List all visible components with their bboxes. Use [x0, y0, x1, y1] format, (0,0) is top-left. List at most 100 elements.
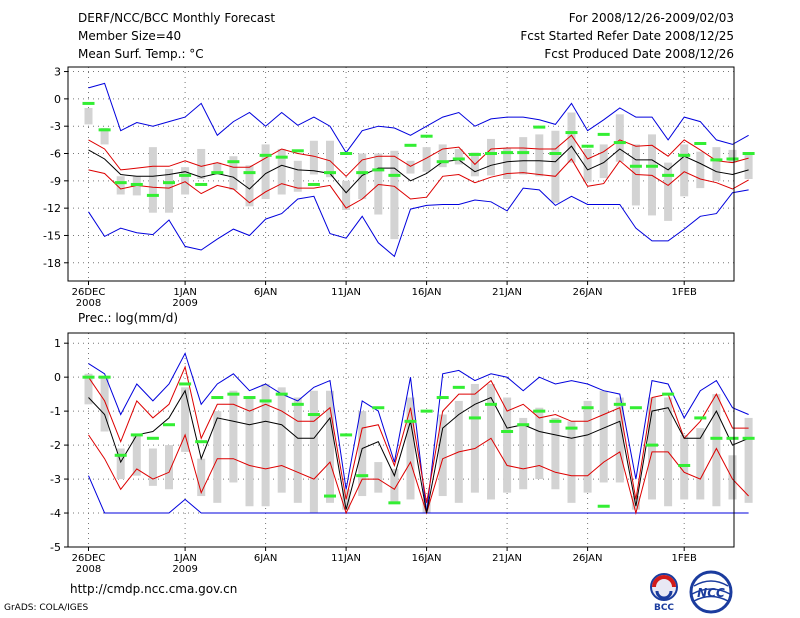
- median-marker: [146, 436, 159, 440]
- spread-box: [631, 496, 640, 510]
- median-marker: [291, 402, 304, 406]
- spread-box: [487, 383, 495, 500]
- chart-title: DERF/NCC/BCC Monthly Forecast: [78, 11, 276, 25]
- spread-box: [197, 458, 206, 497]
- spread-box: [535, 407, 544, 480]
- spread-box: [696, 151, 705, 189]
- x-tick-label: 26DEC: [72, 553, 106, 564]
- y-tick-label: 0: [54, 93, 61, 106]
- median-marker: [742, 436, 755, 440]
- spread-box: [277, 387, 286, 493]
- spread-box: [567, 421, 576, 503]
- spread-box: [680, 144, 689, 197]
- spread-box: [567, 112, 576, 163]
- spread-box: [454, 148, 463, 165]
- median-marker: [243, 396, 256, 400]
- lower-quartile-line: [88, 158, 749, 209]
- x-tick-label: 11JAN: [331, 287, 361, 298]
- median-marker: [340, 152, 353, 156]
- median-marker: [581, 406, 594, 410]
- x-tick-label: 6JAN: [254, 553, 277, 564]
- median-marker: [694, 141, 707, 145]
- spread-box: [535, 134, 544, 177]
- spread-box: [438, 144, 447, 168]
- median-marker: [629, 164, 642, 168]
- median-marker: [243, 171, 256, 175]
- spread-box: [696, 428, 705, 500]
- median-marker: [549, 419, 562, 423]
- y-tick-label: -18: [43, 257, 61, 270]
- ncc-logo-text: NCC: [697, 586, 725, 600]
- median-marker: [468, 152, 481, 156]
- spread-box: [229, 156, 238, 190]
- y-tick-label: -3: [50, 473, 61, 486]
- median-marker: [646, 443, 658, 447]
- forecast-started-date: Fcst Started Refer Date 2008/12/25: [520, 29, 734, 43]
- spread-box: [422, 147, 431, 172]
- x-tick-sublabel: 2008: [76, 564, 101, 575]
- y-tick-label: -4: [50, 507, 61, 520]
- median-marker: [114, 181, 127, 185]
- median-marker: [501, 430, 514, 434]
- bottom-panel-variable: Prec.: log(mm/d): [78, 311, 179, 325]
- x-tick-label: 6JAN: [254, 287, 277, 298]
- spread-box: [100, 377, 109, 432]
- member-size: Member Size=40: [78, 29, 182, 43]
- spread-box: [165, 168, 173, 213]
- y-tick-label: -3: [50, 120, 61, 133]
- spread-box: [309, 140, 318, 175]
- median-marker: [726, 436, 739, 440]
- website-url[interactable]: http://cmdp.ncc.cma.gov.cn: [70, 582, 238, 596]
- median-marker: [468, 416, 481, 420]
- median-marker: [710, 158, 723, 162]
- median-marker: [98, 128, 111, 132]
- y-tick-label: -1: [50, 405, 61, 418]
- min-envelope-line: [88, 187, 749, 258]
- median-marker: [356, 171, 369, 175]
- median-marker: [533, 409, 546, 413]
- median-marker: [324, 494, 336, 498]
- median-marker: [163, 181, 175, 185]
- top-panel-variable: Mean Surf. Temp.: °C: [78, 47, 204, 61]
- x-tick-sublabel: 2009: [172, 298, 197, 309]
- spread-box: [487, 138, 495, 176]
- median-marker: [130, 433, 143, 437]
- median-marker: [436, 396, 449, 400]
- median-marker: [211, 396, 224, 400]
- spread-box: [374, 462, 383, 493]
- spread-box: [293, 397, 302, 503]
- spread-box: [390, 150, 399, 240]
- spread-box: [744, 417, 753, 503]
- median-marker: [340, 433, 353, 437]
- spread-box: [84, 373, 93, 405]
- x-tick-label: 1FEB: [672, 553, 697, 564]
- spread-box: [245, 397, 254, 507]
- spread-box: [116, 176, 125, 195]
- median-marker: [533, 125, 546, 129]
- spread-box: [358, 411, 367, 497]
- spread-box: [503, 397, 512, 493]
- x-tick-sublabel: 2009: [172, 564, 197, 575]
- spread-box: [615, 397, 624, 483]
- spread-box: [728, 149, 737, 163]
- median-marker: [179, 173, 192, 177]
- median-marker: [291, 149, 304, 153]
- median-marker: [195, 440, 208, 444]
- median-marker: [372, 168, 385, 172]
- forecast-period: For 2008/12/26-2009/02/03: [568, 11, 734, 25]
- upper-quartile-line: [88, 365, 749, 503]
- median-marker: [388, 173, 401, 177]
- spread-box: [664, 162, 673, 221]
- median-marker: [694, 416, 707, 420]
- median-marker: [501, 151, 514, 155]
- median-marker: [710, 436, 723, 440]
- spread-box: [744, 152, 753, 180]
- y-tick-label: -2: [50, 439, 61, 452]
- median-marker: [597, 132, 610, 136]
- spread-box: [245, 165, 254, 207]
- spread-box: [470, 383, 479, 493]
- spread-box: [277, 148, 286, 195]
- spread-box: [599, 144, 608, 179]
- median-marker: [485, 152, 497, 156]
- spread-box: [599, 390, 608, 483]
